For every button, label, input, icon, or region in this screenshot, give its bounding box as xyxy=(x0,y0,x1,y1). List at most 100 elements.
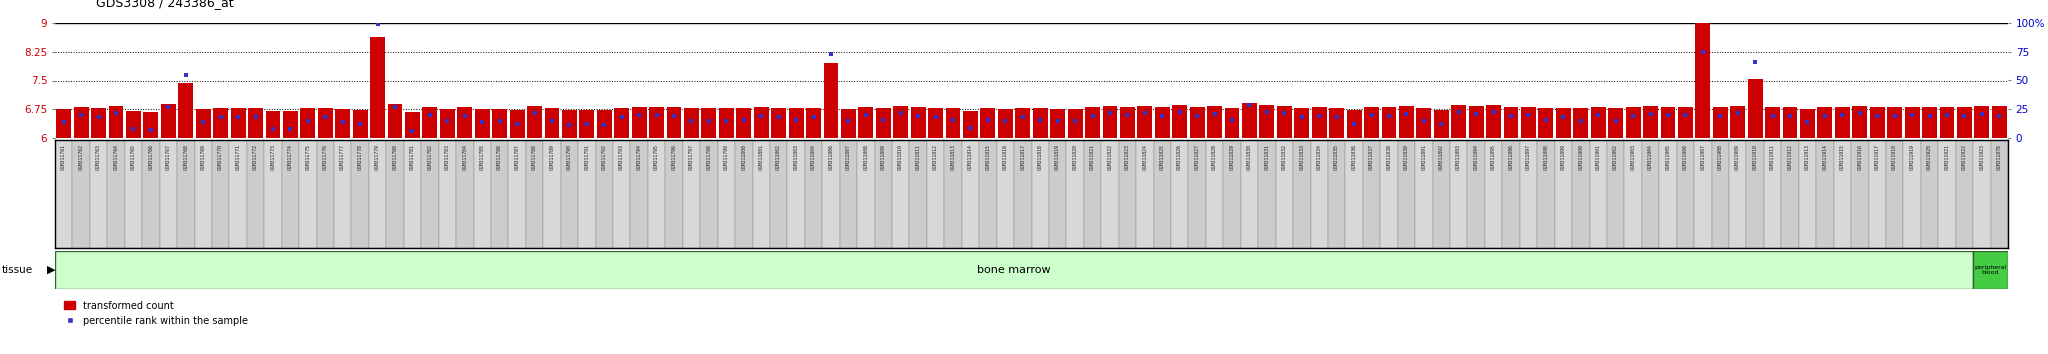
Legend: transformed count, percentile rank within the sample: transformed count, percentile rank withi… xyxy=(59,297,252,330)
Text: GSM311824: GSM311824 xyxy=(1143,144,1147,170)
Bar xyxy=(1798,140,1817,248)
Point xyxy=(1720,110,1753,115)
Point xyxy=(1198,111,1231,117)
Text: GSM311815: GSM311815 xyxy=(985,144,991,170)
Text: GSM311919: GSM311919 xyxy=(1909,144,1915,170)
Bar xyxy=(1833,140,1851,248)
Bar xyxy=(1939,107,1954,138)
Bar xyxy=(1556,108,1571,138)
Text: GSM311797: GSM311797 xyxy=(688,144,694,170)
Bar xyxy=(526,140,543,248)
Bar xyxy=(229,140,248,248)
Text: tissue: tissue xyxy=(2,265,33,275)
Bar xyxy=(1468,140,1485,248)
Text: GSM311796: GSM311796 xyxy=(672,144,676,170)
Text: GSM311816: GSM311816 xyxy=(1004,144,1008,170)
Text: GSM311914: GSM311914 xyxy=(1823,144,1827,170)
Bar xyxy=(1397,140,1415,248)
Bar xyxy=(946,108,961,138)
Text: GSM311916: GSM311916 xyxy=(1858,144,1862,170)
Bar xyxy=(682,140,700,248)
Point xyxy=(1704,113,1737,119)
Bar xyxy=(526,106,543,138)
Bar xyxy=(805,140,821,248)
Point xyxy=(1110,112,1143,118)
Text: GSM311791: GSM311791 xyxy=(584,144,590,170)
Bar xyxy=(1503,140,1520,248)
Bar xyxy=(772,108,786,138)
Point xyxy=(1286,114,1319,120)
Bar xyxy=(981,108,995,138)
Text: GSM311833: GSM311833 xyxy=(1298,144,1305,170)
Point xyxy=(901,113,934,119)
Point xyxy=(152,104,184,110)
Text: GSM311801: GSM311801 xyxy=(758,144,764,170)
Point xyxy=(1616,113,1649,119)
Text: ▶: ▶ xyxy=(47,265,55,275)
Bar xyxy=(1278,106,1292,138)
Bar xyxy=(752,140,770,248)
Bar xyxy=(1642,140,1659,248)
Bar xyxy=(266,111,281,138)
Text: GSM311761: GSM311761 xyxy=(61,144,66,170)
Bar xyxy=(1188,140,1206,248)
Bar xyxy=(1972,251,2007,289)
Text: GSM311790: GSM311790 xyxy=(567,144,571,170)
Text: GSM311770: GSM311770 xyxy=(219,144,223,170)
Bar xyxy=(1729,140,1747,248)
Bar xyxy=(944,140,963,248)
Text: GSM311912: GSM311912 xyxy=(1788,144,1792,170)
Point xyxy=(1006,114,1038,120)
Text: GSM311810: GSM311810 xyxy=(899,144,903,170)
Text: GSM311829: GSM311829 xyxy=(1229,144,1235,170)
Point xyxy=(186,119,219,125)
Text: GSM311826: GSM311826 xyxy=(1178,144,1182,170)
Bar xyxy=(1468,106,1483,138)
Bar xyxy=(614,108,629,138)
Point xyxy=(1599,118,1632,124)
Point xyxy=(170,72,203,78)
Bar xyxy=(1712,107,1729,138)
Bar xyxy=(631,140,647,248)
Text: GSM311822: GSM311822 xyxy=(1108,144,1112,170)
Bar xyxy=(403,140,422,248)
Text: GSM311819: GSM311819 xyxy=(1055,144,1061,170)
Bar xyxy=(1083,140,1102,248)
Point xyxy=(326,119,358,125)
Text: GSM311878: GSM311878 xyxy=(1997,144,2001,170)
Bar xyxy=(162,104,176,138)
Bar xyxy=(352,110,367,138)
Bar xyxy=(1190,107,1204,138)
Text: GSM311804: GSM311804 xyxy=(811,144,815,170)
Point xyxy=(274,126,307,132)
Bar xyxy=(213,108,227,138)
Point xyxy=(676,118,709,124)
Bar xyxy=(719,108,733,138)
Bar xyxy=(387,104,403,138)
Bar xyxy=(1153,140,1171,248)
Bar xyxy=(1260,105,1274,138)
Point xyxy=(780,117,813,122)
Point xyxy=(360,21,393,27)
Point xyxy=(553,122,586,128)
Text: GSM311782: GSM311782 xyxy=(428,144,432,170)
Bar xyxy=(823,63,838,138)
Text: GSM311921: GSM311921 xyxy=(1944,144,1950,170)
Text: GSM311769: GSM311769 xyxy=(201,144,205,170)
Bar xyxy=(1102,106,1118,138)
Text: GSM311827: GSM311827 xyxy=(1194,144,1200,170)
Bar xyxy=(283,140,299,248)
Bar xyxy=(1032,140,1049,248)
Point xyxy=(692,118,725,124)
Bar xyxy=(842,109,856,138)
Text: GSM311903: GSM311903 xyxy=(1630,144,1636,170)
Bar xyxy=(1731,106,1745,138)
Bar xyxy=(1993,106,2007,138)
Point xyxy=(309,114,342,120)
Bar xyxy=(1294,108,1309,138)
Bar xyxy=(90,140,106,248)
Point xyxy=(1966,111,1999,117)
Point xyxy=(1581,112,1614,118)
Bar xyxy=(700,140,717,248)
Point xyxy=(1251,109,1284,114)
